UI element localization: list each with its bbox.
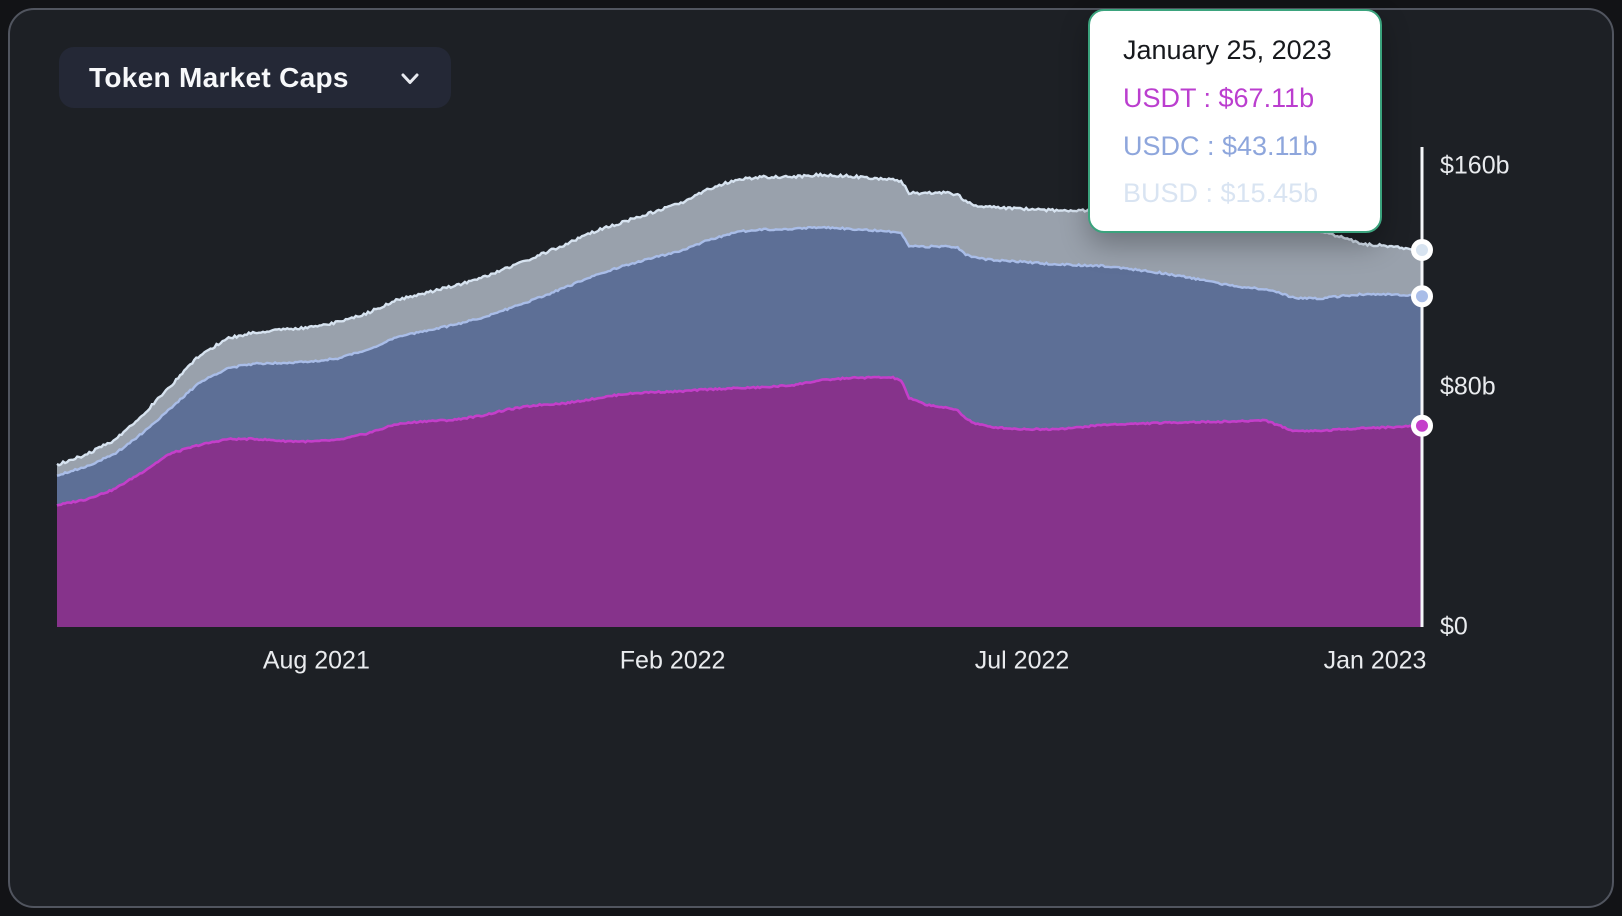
tooltip-entry-busd: BUSD : $15.45b xyxy=(1123,178,1319,208)
line-usdt xyxy=(56,375,1422,507)
line-usdc xyxy=(56,225,1422,477)
crosshair-dot-usdc xyxy=(1411,285,1433,308)
crosshair-dot-usdt xyxy=(1411,414,1433,437)
tooltip-entries: USDT : $67.11b USDC : $43.11b BUSD : $15.4… xyxy=(1123,75,1364,218)
chevron-down-icon xyxy=(401,73,419,84)
tooltip-entry-usdc: USDC : $43.11b xyxy=(1123,130,1318,161)
area-usdt xyxy=(57,377,1422,627)
crosshair-dot-busd xyxy=(1411,239,1433,261)
tooltip-date: January 25, 2023 xyxy=(1123,35,1332,65)
chart-tooltip: January 25, 2023 USDT : $67.11b USDC : $4… xyxy=(1088,9,1382,233)
token-market-caps-dropdown[interactable]: Token Market Caps xyxy=(59,47,451,108)
dropdown-label: Token Market Caps xyxy=(89,61,349,93)
tooltip-entry-usdt: USDT : $67.11b xyxy=(1123,83,1315,113)
